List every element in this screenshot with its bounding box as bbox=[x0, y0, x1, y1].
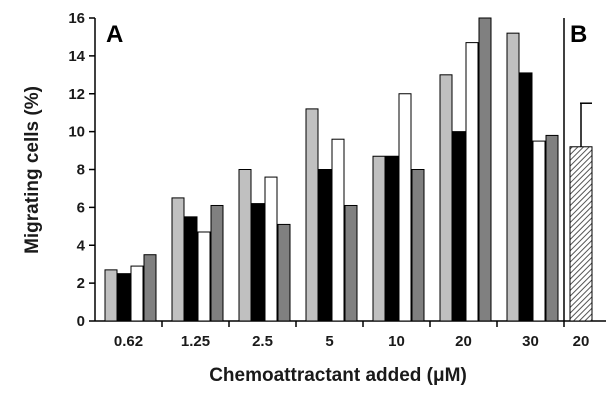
bar bbox=[210, 204, 224, 322]
bar bbox=[318, 169, 332, 322]
bar bbox=[238, 169, 252, 322]
x-tick-label: 5 bbox=[325, 333, 333, 350]
bar bbox=[465, 42, 479, 322]
bar bbox=[478, 17, 492, 322]
x-tick-label: 20 bbox=[455, 333, 472, 350]
bar bbox=[519, 72, 533, 322]
y-axis-title: Migrating cells (%) bbox=[22, 86, 43, 254]
y-tick-label: 2 bbox=[77, 275, 85, 292]
y-tick-label: 6 bbox=[77, 199, 85, 216]
x-tick-label: 20 bbox=[573, 333, 590, 350]
bar bbox=[331, 138, 345, 322]
x-tick-label: 10 bbox=[388, 333, 405, 350]
bar bbox=[439, 74, 453, 322]
bar bbox=[171, 197, 185, 322]
panel-label-b: B bbox=[570, 21, 587, 48]
bar bbox=[305, 108, 319, 322]
y-tick-label: 10 bbox=[68, 124, 85, 141]
y-tick-label: 12 bbox=[68, 86, 85, 103]
y-tick-label: 14 bbox=[68, 48, 85, 65]
bar bbox=[277, 223, 291, 322]
x-tick-label: 1.25 bbox=[181, 333, 210, 350]
y-tick-label: 8 bbox=[77, 162, 85, 179]
y-tick-label: 16 bbox=[68, 10, 85, 27]
bar bbox=[184, 216, 198, 322]
bar bbox=[569, 146, 593, 322]
bar bbox=[117, 273, 131, 322]
bar bbox=[411, 169, 425, 322]
bar bbox=[264, 176, 278, 322]
panel-label-a: A bbox=[106, 21, 123, 48]
x-tick-label: 2.5 bbox=[252, 333, 273, 350]
bar bbox=[372, 155, 386, 322]
bar bbox=[197, 231, 211, 322]
bar bbox=[506, 32, 520, 322]
x-axis-title: Chemoattractant added (μM) bbox=[209, 365, 467, 386]
bar bbox=[532, 140, 546, 322]
bar bbox=[398, 93, 412, 322]
bar bbox=[130, 265, 144, 322]
x-tick-label: 30 bbox=[522, 333, 539, 350]
y-tick-label: 4 bbox=[77, 237, 86, 254]
bar bbox=[104, 269, 118, 322]
bar bbox=[385, 155, 399, 322]
bar bbox=[452, 131, 466, 322]
x-tick-label: 0.62 bbox=[114, 333, 143, 350]
bar bbox=[344, 204, 358, 322]
bar bbox=[251, 203, 265, 322]
y-tick-label: 0 bbox=[77, 313, 85, 330]
bar bbox=[143, 254, 157, 322]
bar bbox=[545, 134, 559, 322]
